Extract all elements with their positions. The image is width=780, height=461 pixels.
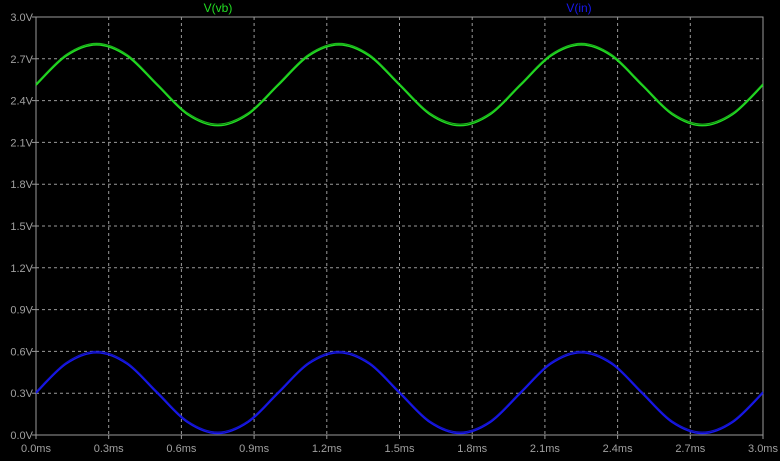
y-tick-label: 0.9V — [10, 305, 33, 317]
axis-ticks: 0.0ms 0.3ms 0.6ms 0.9ms 1.2ms 1.5ms 1.8ms 2.1ms… — [10, 12, 778, 455]
y-tick-label: 2.1V — [10, 137, 33, 149]
series-line-v-in[interactable] — [35, 352, 764, 435]
y-tick-label: 1.8V — [10, 179, 33, 191]
x-tick-label: 2.4ms — [603, 443, 633, 455]
x-tick-label: 3.0ms — [748, 443, 778, 455]
x-tick-label: 0.6ms — [166, 443, 196, 455]
x-tick-label: 0.3ms — [94, 443, 124, 455]
legend-label-v-in[interactable]: V(in) — [566, 1, 591, 15]
series-line-v-vb[interactable] — [35, 44, 764, 127]
y-tick-label: 3.0V — [10, 12, 33, 24]
series-traces — [35, 42, 764, 435]
x-tick-label: 1.5ms — [385, 443, 415, 455]
x-tick-label: 1.2ms — [312, 443, 342, 455]
x-tick-label: 1.8ms — [457, 443, 487, 455]
legend: V(vb) V(in) — [204, 1, 592, 15]
series-line-v-vb-shadow — [35, 42, 764, 125]
y-tick-label: 1.5V — [10, 221, 33, 233]
x-tick-label: 0.0ms — [21, 443, 51, 455]
x-tick-label: 0.9ms — [239, 443, 269, 455]
y-tick-label: 1.2V — [10, 263, 33, 275]
legend-label-v-vb[interactable]: V(vb) — [204, 1, 233, 15]
series-line-v-in-shadow — [35, 350, 764, 433]
y-tick-label: 2.4V — [10, 96, 33, 108]
x-tick-label: 2.1ms — [530, 443, 560, 455]
y-tick-label: 2.7V — [10, 54, 33, 66]
y-tick-label: 0.6V — [10, 346, 33, 358]
y-tick-label: 0.3V — [10, 388, 33, 400]
x-tick-label: 2.7ms — [675, 443, 705, 455]
y-tick-label: 0.0V — [10, 430, 33, 442]
